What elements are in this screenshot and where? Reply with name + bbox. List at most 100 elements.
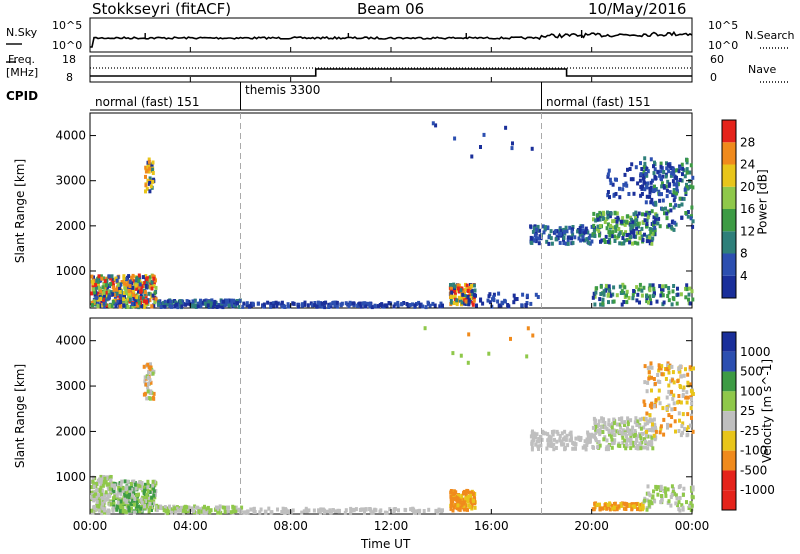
velocity-cell <box>674 493 678 498</box>
power-cell <box>592 228 596 233</box>
velocity-cell <box>90 495 94 500</box>
power-cell <box>634 222 638 227</box>
power-cell <box>533 233 537 238</box>
power-cell <box>529 301 533 306</box>
velocity-cell <box>113 483 117 488</box>
power-cell <box>313 301 317 305</box>
power-cell <box>648 283 652 288</box>
velocity-cell <box>281 506 285 511</box>
velocity-cell <box>451 499 455 504</box>
power-cell <box>537 241 541 246</box>
power-cell <box>537 236 541 241</box>
power-cell <box>531 236 535 241</box>
velocity-cell <box>112 501 116 506</box>
velocity-cell <box>645 411 649 416</box>
power-cell <box>614 228 618 233</box>
velocity-cell <box>187 505 191 510</box>
velocity-cell <box>143 495 147 500</box>
velocity-cell <box>103 476 107 481</box>
velocity-cell <box>645 507 649 512</box>
velocity-cell <box>312 508 316 513</box>
power-cell <box>534 235 538 240</box>
power-cell <box>650 197 654 202</box>
power-cell <box>573 235 577 240</box>
power-cell <box>418 302 422 307</box>
velocity-cell <box>596 428 600 433</box>
velocity-cell <box>550 430 554 434</box>
power-cell <box>184 302 188 307</box>
power-cell <box>151 171 155 175</box>
velocity-cell <box>563 429 567 434</box>
power-cell <box>209 301 213 306</box>
power-cell <box>671 193 675 198</box>
power-cell <box>147 157 151 162</box>
power-cell <box>269 301 273 306</box>
power-cell <box>609 293 613 298</box>
velocity-cell <box>539 443 543 448</box>
power-cell <box>645 222 649 226</box>
power-cell <box>659 169 663 174</box>
power-cell <box>269 304 273 309</box>
power-cell <box>658 173 662 178</box>
velocity-cell <box>146 479 150 484</box>
power-cell <box>450 290 454 295</box>
power-cell <box>665 211 669 216</box>
power-cell <box>664 174 668 179</box>
velocity-cell <box>690 413 693 418</box>
velocity-cell <box>549 440 553 445</box>
power-cell <box>128 297 132 302</box>
velocity-cell <box>149 498 153 503</box>
velocity-cell <box>674 429 677 434</box>
velocity-cell <box>179 505 183 510</box>
power-cell <box>238 299 242 304</box>
velocity-cell <box>152 493 156 498</box>
velocity-cell <box>457 494 461 499</box>
velocity-cell <box>645 389 649 394</box>
velocity-cell <box>117 498 121 503</box>
velocity-cell <box>119 499 123 504</box>
power-colorbar-tick: 24 <box>740 158 755 172</box>
power-cell <box>323 305 327 310</box>
velocity-cell <box>623 502 627 507</box>
power-cell <box>154 285 158 290</box>
power-cell <box>641 212 644 217</box>
power-cell <box>630 230 633 235</box>
power-cell <box>400 302 404 307</box>
velocity-cell <box>97 508 101 513</box>
velocity-cell <box>578 438 582 442</box>
velocity-cell <box>182 511 186 516</box>
velocity-cell <box>149 380 153 385</box>
power-cell <box>677 203 681 208</box>
power-cell <box>631 241 634 246</box>
power-cell <box>606 193 610 198</box>
power-cell <box>333 303 337 308</box>
power-cell <box>411 302 414 307</box>
power-cell <box>111 280 115 285</box>
velocity-cell <box>650 435 654 440</box>
velocity-cell <box>449 506 453 511</box>
power-cell <box>625 220 628 225</box>
velocity-cell <box>100 508 104 513</box>
velocity-cell <box>686 395 690 400</box>
velocity-cell <box>612 432 616 437</box>
power-cell <box>131 289 135 294</box>
power-cell <box>135 276 139 281</box>
power-cell <box>690 289 694 294</box>
velocity-cell <box>658 401 662 406</box>
power-cell <box>582 231 586 236</box>
velocity-cell <box>99 483 103 488</box>
velocity-cell <box>651 422 654 427</box>
velocity-cell <box>109 502 113 507</box>
velocity-cell <box>140 486 143 491</box>
power-cell <box>629 235 633 240</box>
power-cell <box>653 225 657 230</box>
velocity-cell <box>684 395 688 400</box>
velocity-cell <box>97 493 101 498</box>
vel-frame <box>89 317 693 515</box>
power-cell <box>607 284 611 289</box>
velocity-cell <box>132 491 136 496</box>
power-cell <box>631 177 635 182</box>
velocity-cell <box>677 369 681 374</box>
power-cell <box>672 167 675 172</box>
power-cell <box>145 186 149 191</box>
